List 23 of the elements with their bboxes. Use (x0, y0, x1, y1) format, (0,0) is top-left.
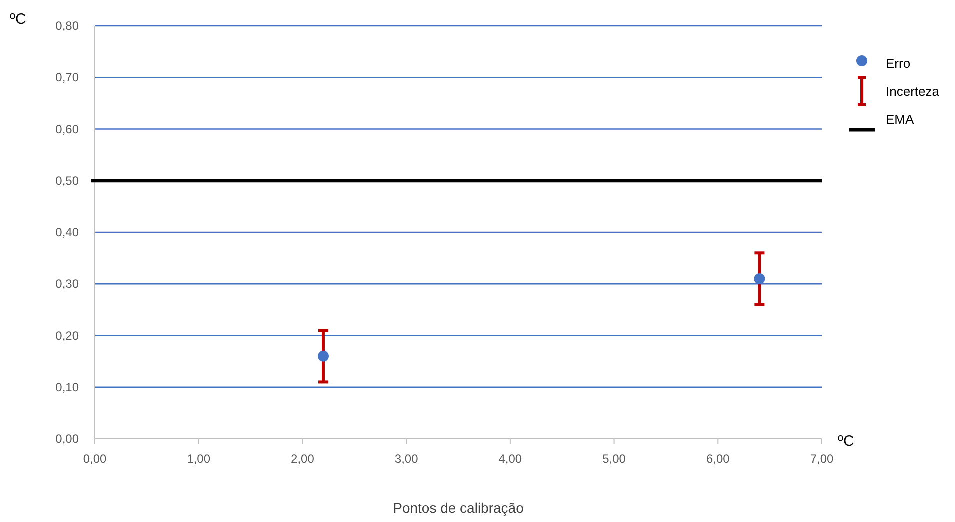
x-tick-label: 0,00 (83, 452, 107, 466)
y-tick-label: 0,20 (56, 328, 80, 343)
y-axis-title: ºC (10, 11, 26, 28)
x-tick-label: 7,00 (810, 452, 834, 466)
y-tick-label: 0,70 (56, 70, 80, 85)
x-tick-label: 1,00 (187, 452, 211, 466)
x-tick-label: 5,00 (602, 452, 626, 466)
x-tick-label: 3,00 (394, 452, 419, 466)
y-tick-label: 0,30 (56, 277, 80, 292)
y-tick-label: 0,60 (56, 122, 80, 136)
text: Incerteza (886, 84, 940, 99)
y-tick-label: 0,50 (56, 174, 80, 188)
y-tick-label: 0,40 (56, 226, 80, 240)
y-tick-label: 0,00 (56, 432, 80, 446)
x-axis-title: Pontos de calibração (393, 500, 524, 516)
x-tick-label: 6,00 (706, 452, 730, 466)
y-tick-label: 0,10 (56, 380, 80, 394)
legend-label: Erro (886, 56, 911, 71)
y-tick-label: 0,80 (56, 19, 80, 33)
x-tick-label: 4,00 (498, 452, 522, 466)
x-tick-label: 2,00 (291, 452, 315, 466)
ref-line-label: EMA (886, 112, 914, 127)
text: ºC (838, 433, 854, 450)
